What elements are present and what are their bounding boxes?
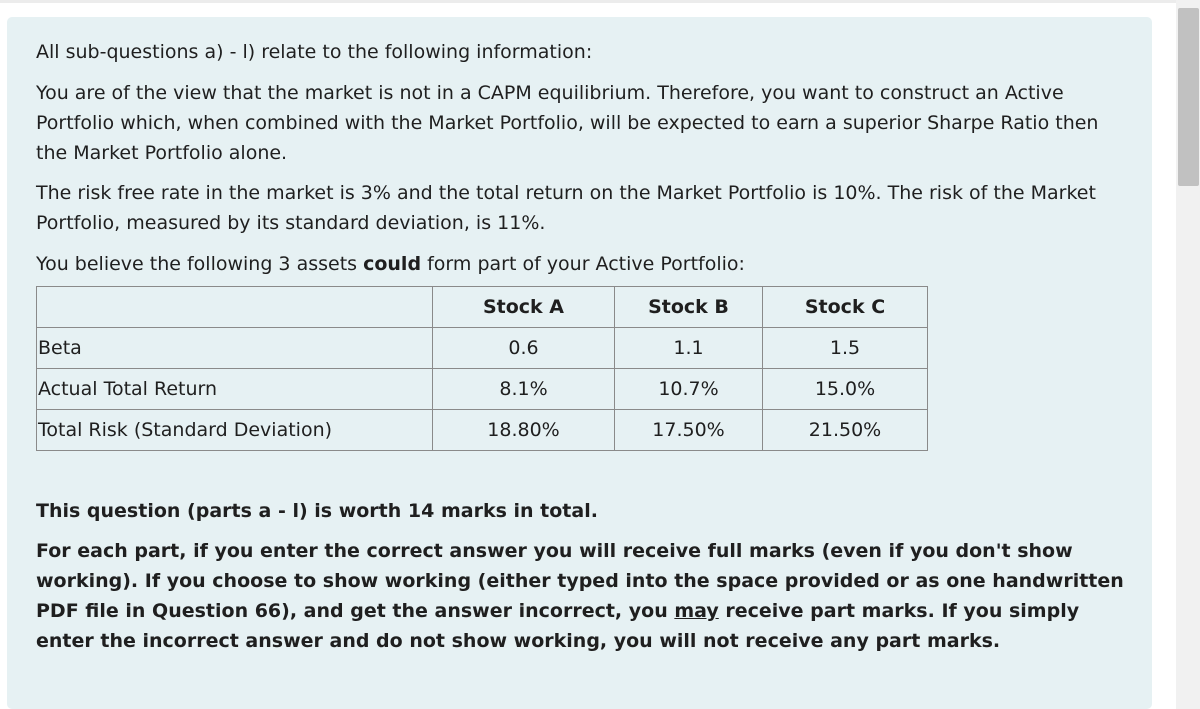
table-cell: 0.6 — [432, 327, 615, 369]
assets-sentence: You believe the following 3 assets could… — [36, 249, 1126, 279]
table-cell: 15.0% — [762, 368, 928, 410]
table-header-cell: Stock B — [614, 286, 763, 328]
table-cell: 17.50% — [614, 409, 763, 451]
table-row: Total Risk (Standard Deviation) 18.80% 1… — [36, 409, 928, 451]
instructions-part-2: receive part marks. If you simply enter … — [36, 600, 1080, 652]
table-cell: 1.1 — [614, 327, 763, 369]
intro-text: All sub-questions a) - l) relate to the … — [36, 41, 593, 63]
assets-sentence-after: form part of your Active Portfolio: — [421, 253, 745, 275]
table-header-cell: Stock A — [432, 286, 615, 328]
table-cell: 1.5 — [762, 327, 928, 369]
instructions-text: For each part, if you enter the correct … — [36, 536, 1126, 656]
table-row: Beta 0.6 1.1 1.5 — [36, 327, 928, 369]
table-header-cell: Stock C — [762, 286, 928, 328]
table-header-row: Stock A Stock B Stock C — [36, 286, 928, 328]
table-header-cell — [36, 286, 433, 328]
assets-table: Stock A Stock B Stock C Beta 0.6 1.1 1.5… — [36, 286, 928, 451]
top-divider — [0, 0, 1200, 3]
risk-free-text: The risk free rate in the market is 3% a… — [36, 182, 1096, 234]
table-row-label: Beta — [36, 327, 433, 369]
table-cell: 21.50% — [762, 409, 928, 451]
table-row-label: Actual Total Return — [36, 368, 433, 410]
table-cell: 8.1% — [432, 368, 615, 410]
table-cell: 10.7% — [614, 368, 763, 410]
scrollbar-thumb[interactable] — [1178, 8, 1199, 186]
market-view-text: You are of the view that the market is n… — [36, 82, 1099, 164]
instructions-underlined: may — [674, 600, 719, 622]
table-row-label: Total Risk (Standard Deviation) — [36, 409, 433, 451]
assets-sentence-before: You believe the following 3 assets — [36, 253, 364, 275]
marks-text: This question (parts a - l) is worth 14 … — [36, 500, 598, 522]
table-cell: 18.80% — [432, 409, 615, 451]
instructions-part-1: For each part, if you enter the correct … — [36, 540, 1124, 622]
table-row: Actual Total Return 8.1% 10.7% 15.0% — [36, 368, 928, 410]
marks-section: This question (parts a - l) is worth 14 … — [36, 496, 1126, 656]
question-panel: All sub-questions a) - l) relate to the … — [7, 17, 1152, 709]
assets-sentence-emphasis: could — [363, 253, 422, 275]
question-content: All sub-questions a) - l) relate to the … — [36, 37, 1126, 656]
